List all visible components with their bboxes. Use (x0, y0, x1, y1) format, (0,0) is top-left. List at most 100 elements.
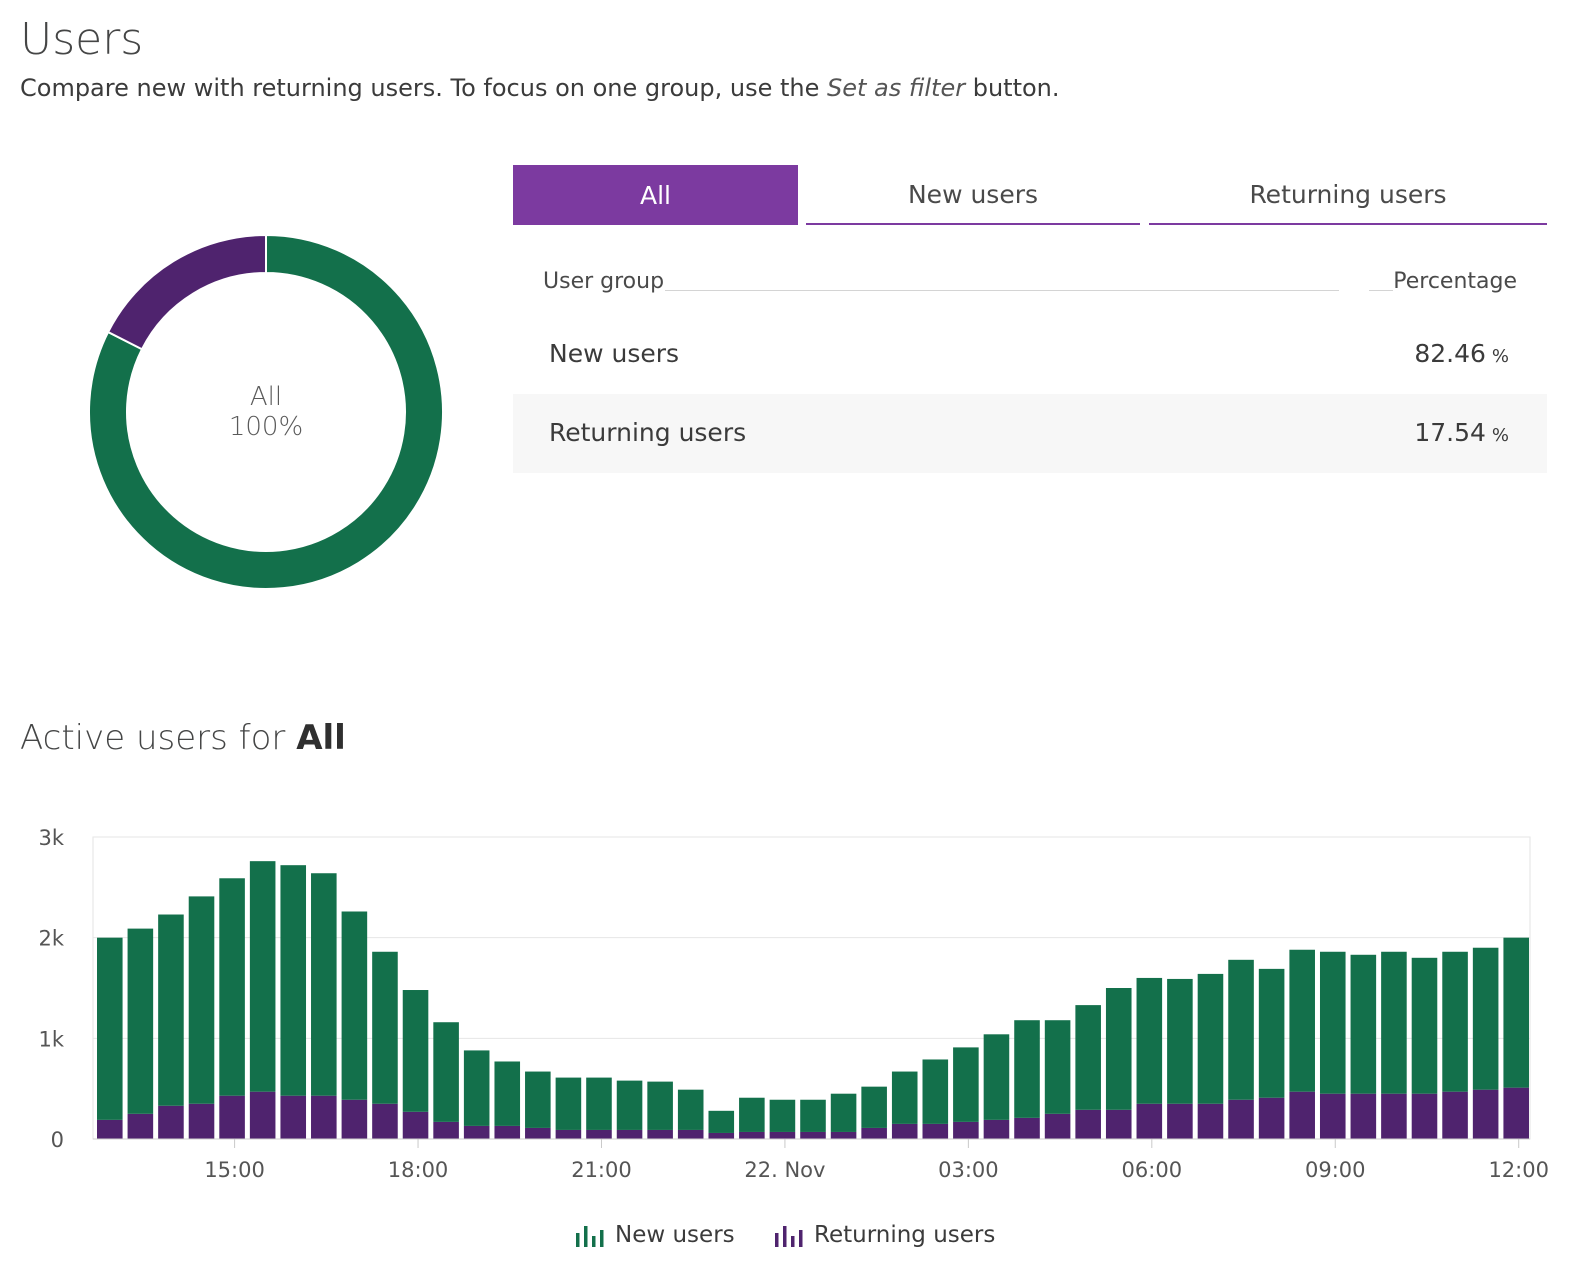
bar-returning-users[interactable] (1136, 1103, 1163, 1139)
bar-returning-users[interactable] (800, 1131, 826, 1139)
bar-new-users[interactable] (1411, 957, 1438, 1094)
donut-segment-new-users[interactable] (88, 233, 444, 590)
bar-returning-users[interactable] (1503, 1087, 1529, 1139)
donut-segment-returning-users[interactable] (106, 233, 267, 351)
bar-new-users[interactable] (341, 911, 368, 1100)
bar-new-users[interactable] (372, 951, 398, 1104)
bar-new-users[interactable] (525, 1071, 551, 1128)
bar-returning-users[interactable] (1472, 1089, 1499, 1139)
bar-new-users[interactable] (1472, 947, 1499, 1090)
bar-new-users[interactable] (188, 896, 215, 1104)
bar-new-users[interactable] (280, 865, 307, 1096)
bar-returning-users[interactable] (983, 1119, 1010, 1139)
bar-new-users[interactable] (1105, 988, 1132, 1110)
column-header-percentage[interactable]: Percentage (1393, 269, 1517, 294)
bar-new-users[interactable] (127, 928, 154, 1114)
bar-new-users[interactable] (402, 990, 429, 1112)
bar-returning-users[interactable] (249, 1091, 276, 1139)
bar-new-users[interactable] (249, 861, 276, 1092)
bar-returning-users[interactable] (188, 1103, 215, 1139)
bar-returning-users[interactable] (97, 1119, 123, 1139)
bar-returning-users[interactable] (1381, 1093, 1407, 1139)
bar-new-users[interactable] (1289, 949, 1315, 1092)
bar-returning-users[interactable] (677, 1129, 704, 1139)
bar-returning-users[interactable] (891, 1123, 918, 1139)
tab-all[interactable]: All (513, 165, 798, 225)
bar-new-users[interactable] (739, 1097, 765, 1132)
bar-new-users[interactable] (1258, 968, 1285, 1098)
bar-new-users[interactable] (433, 1022, 459, 1122)
bar-new-users[interactable] (97, 937, 123, 1120)
bar-returning-users[interactable] (1289, 1091, 1315, 1139)
bar-returning-users[interactable] (1014, 1117, 1040, 1139)
bar-returning-users[interactable] (525, 1127, 551, 1139)
bar-new-users[interactable] (219, 878, 245, 1096)
bar-new-users[interactable] (922, 1059, 949, 1124)
bar-new-users[interactable] (677, 1089, 704, 1130)
bar-new-users[interactable] (586, 1077, 612, 1130)
bar-returning-users[interactable] (127, 1113, 154, 1139)
bar-new-users[interactable] (311, 873, 337, 1096)
bar-new-users[interactable] (616, 1080, 643, 1130)
bar-new-users[interactable] (555, 1077, 582, 1130)
bar-returning-users[interactable] (1105, 1109, 1132, 1139)
bar-returning-users[interactable] (433, 1121, 459, 1139)
bar-returning-users[interactable] (861, 1127, 887, 1139)
bar-returning-users[interactable] (739, 1131, 765, 1139)
bar-new-users[interactable] (1442, 951, 1468, 1092)
bar-returning-users[interactable] (1044, 1113, 1071, 1139)
legend-item-returning-users[interactable]: Returning users (774, 1222, 995, 1248)
bar-returning-users[interactable] (953, 1121, 979, 1139)
bar-new-users[interactable] (1228, 959, 1254, 1100)
bar-returning-users[interactable] (647, 1129, 673, 1139)
bar-new-users[interactable] (769, 1099, 796, 1132)
legend-item-new-users[interactable]: New users (575, 1222, 735, 1248)
bar-new-users[interactable] (494, 1061, 521, 1126)
bar-returning-users[interactable] (372, 1103, 398, 1139)
table-row[interactable]: Returning users 17.54% (513, 394, 1547, 473)
bar-returning-users[interactable] (1411, 1093, 1438, 1139)
bar-new-users[interactable] (1014, 1020, 1040, 1118)
bar-new-users[interactable] (800, 1099, 826, 1132)
bar-returning-users[interactable] (1350, 1093, 1377, 1139)
bar-returning-users[interactable] (1228, 1099, 1254, 1139)
bar-returning-users[interactable] (219, 1095, 245, 1139)
bar-returning-users[interactable] (494, 1125, 521, 1139)
bar-returning-users[interactable] (1442, 1091, 1468, 1139)
tab-new-users[interactable]: New users (806, 165, 1140, 225)
table-row[interactable]: New users 82.46% (513, 315, 1547, 394)
bar-returning-users[interactable] (1319, 1093, 1346, 1139)
bar-new-users[interactable] (830, 1093, 857, 1132)
bar-returning-users[interactable] (708, 1132, 735, 1139)
bar-returning-users[interactable] (280, 1095, 307, 1139)
bar-new-users[interactable] (1350, 954, 1377, 1094)
bar-returning-users[interactable] (1258, 1097, 1285, 1139)
bar-returning-users[interactable] (922, 1123, 949, 1139)
bar-new-users[interactable] (1044, 1020, 1071, 1114)
bar-new-users[interactable] (463, 1050, 490, 1126)
bar-new-users[interactable] (647, 1081, 673, 1130)
column-header-user-group[interactable]: User group (543, 269, 665, 294)
bar-new-users[interactable] (983, 1034, 1010, 1120)
bar-returning-users[interactable] (463, 1125, 490, 1139)
bar-returning-users[interactable] (341, 1099, 368, 1139)
bar-returning-users[interactable] (1075, 1109, 1101, 1139)
bar-new-users[interactable] (861, 1086, 887, 1128)
bar-new-users[interactable] (158, 914, 184, 1106)
bar-returning-users[interactable] (1197, 1103, 1224, 1139)
bar-new-users[interactable] (1197, 973, 1224, 1104)
bar-new-users[interactable] (1075, 1005, 1101, 1110)
bar-returning-users[interactable] (311, 1095, 337, 1139)
bar-returning-users[interactable] (830, 1131, 857, 1139)
bar-new-users[interactable] (1503, 937, 1529, 1088)
bar-new-users[interactable] (1381, 951, 1407, 1094)
bar-new-users[interactable] (1319, 951, 1346, 1094)
bar-new-users[interactable] (1167, 978, 1193, 1104)
bar-returning-users[interactable] (158, 1105, 184, 1139)
bar-returning-users[interactable] (769, 1131, 796, 1139)
bar-new-users[interactable] (708, 1110, 735, 1133)
tab-returning-users[interactable]: Returning users (1149, 165, 1547, 225)
bar-returning-users[interactable] (555, 1129, 582, 1139)
bar-returning-users[interactable] (586, 1129, 612, 1139)
bar-returning-users[interactable] (402, 1111, 429, 1139)
